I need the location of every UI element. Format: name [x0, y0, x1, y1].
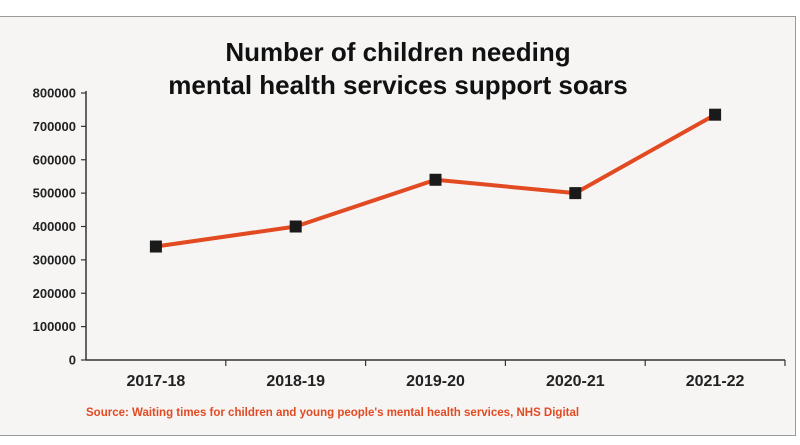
y-tick-label: 0	[69, 353, 76, 368]
y-tick-label: 300000	[33, 252, 76, 267]
chart-title-line-2: mental health services support soars	[168, 70, 628, 100]
y-tick-label: 600000	[33, 152, 76, 167]
x-tick-label: 2019-20	[406, 373, 465, 390]
series	[149, 108, 722, 253]
y-tick-label: 100000	[33, 319, 76, 334]
data-point-marker	[429, 173, 442, 186]
y-tick-label: 400000	[33, 219, 76, 234]
y-tick-label: 700000	[33, 119, 76, 134]
data-point-marker	[289, 220, 302, 233]
y-tick-label: 500000	[33, 186, 76, 201]
x-tick-label: 2020-21	[546, 373, 605, 390]
x-tick-label: 2017-18	[127, 373, 186, 390]
data-point-marker	[149, 240, 162, 253]
chart-panel	[0, 16, 796, 436]
data-point-marker	[569, 187, 582, 200]
y-axis-tick-labels: 800000 700000 600000 500000 400000 300000 2000…	[33, 86, 76, 368]
x-tick-label: 2018-19	[266, 373, 325, 390]
y-tick-label: 200000	[33, 286, 76, 301]
chart-title-line-1: Number of children needing	[225, 37, 570, 67]
axes	[81, 91, 786, 366]
y-tick-label: 800000	[33, 86, 76, 101]
x-axis-tick-labels: 2017-18 2018-19 2019-20 2020-21 2021-22	[127, 373, 745, 390]
data-point-marker	[709, 108, 722, 121]
x-tick-label: 2021-22	[686, 373, 745, 390]
source-note: Source: Waiting times for children and y…	[86, 407, 579, 419]
